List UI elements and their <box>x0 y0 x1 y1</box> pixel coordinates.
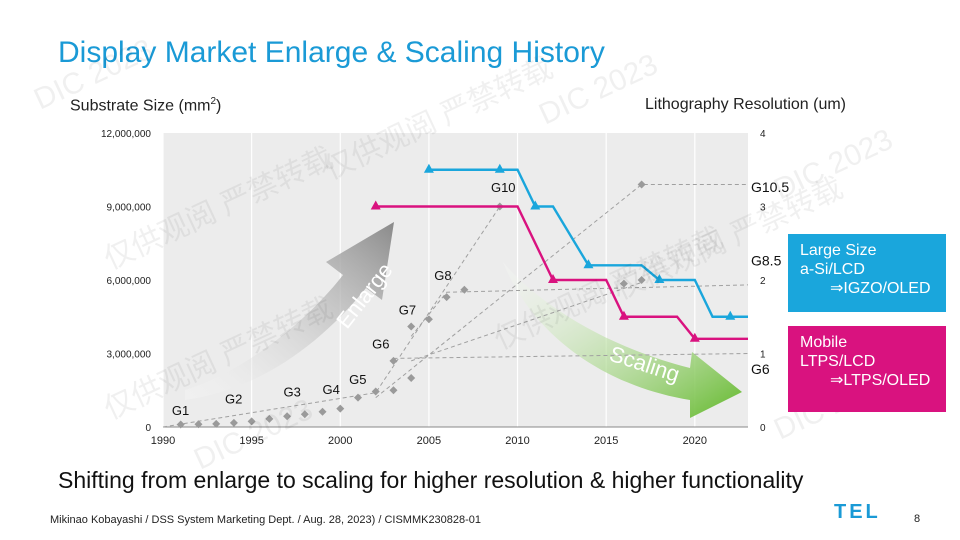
left-tick-label: 3,000,000 <box>107 350 152 361</box>
generation-label: G1 <box>172 403 189 418</box>
substrate-point <box>389 386 398 395</box>
right-generation-label: G8.5 <box>751 252 782 268</box>
resolution-point <box>618 310 629 320</box>
left-tick-label: 0 <box>145 423 151 434</box>
slide-title: Display Market Enlarge & Scaling History <box>58 36 605 69</box>
resolution-point <box>494 163 505 173</box>
substrate-point <box>354 393 362 402</box>
generation-label: G10 <box>491 180 516 195</box>
resolution-point <box>689 332 700 342</box>
generation-label: G5 <box>349 372 366 387</box>
generation-label: G7 <box>399 302 416 317</box>
watermark-text: DIC 2023 <box>29 33 158 116</box>
resolution-point <box>725 310 736 320</box>
left-tick-label: 12,000,000 <box>101 129 151 140</box>
x-tick-label: 2020 <box>683 435 707 447</box>
substrate-point <box>442 293 451 302</box>
legend-large-line2: a-Si/LCD <box>800 261 865 278</box>
resolution-point <box>423 163 434 173</box>
series-line-large-size <box>428 168 748 318</box>
right-axis-label: Lithography Resolution (um) <box>645 96 846 113</box>
x-tick-label: 2005 <box>417 435 441 447</box>
legend-large-line3: ⇒IGZO/OLED <box>830 280 931 297</box>
substrate-point <box>194 420 203 429</box>
left-axis-label: Substrate Size (mm2) <box>70 96 222 115</box>
dashed-trend-line <box>162 206 501 428</box>
enlarge-arrow <box>185 222 394 400</box>
substrate-point <box>283 412 292 421</box>
x-tick-label: 1990 <box>151 435 175 447</box>
x-tick-label: 2000 <box>328 435 352 447</box>
left-tick-label: 6,000,000 <box>107 276 152 287</box>
chart-labels: G1 G2 G3 G4 G5 G6 G7 G8 G10 G10.5 G8.5 G6 <box>172 179 789 418</box>
dashed-trend-line <box>410 284 749 337</box>
substrate-point <box>424 315 433 324</box>
footer-text: Mikinao Kobayashi / DSS System Marketing… <box>50 514 482 526</box>
substrate-point <box>336 404 345 413</box>
x-tick-label: 2015 <box>594 435 618 447</box>
substrate-point <box>637 180 646 189</box>
slide-subtitle: Shifting from enlarge to scaling for hig… <box>58 467 804 493</box>
substrate-point <box>407 322 416 331</box>
scaling-arrow <box>503 262 742 418</box>
dashed-trend-line <box>393 353 749 359</box>
resolution-point <box>370 200 381 210</box>
substrate-point <box>300 410 309 419</box>
resolution-point <box>583 259 594 269</box>
generation-label: G6 <box>372 337 389 352</box>
resolution-point <box>548 274 558 283</box>
substrate-point <box>389 356 398 365</box>
dashed-trend-line <box>375 183 748 398</box>
grid: 1990 1995 2000 2005 2010 2015 2020 0 3,000,000 6,… <box>101 129 766 447</box>
substrate-point <box>407 374 416 382</box>
right-tick-label: 2 <box>760 276 766 287</box>
legend-mobile-line1: Mobile <box>800 334 848 351</box>
substrate-point <box>176 420 185 429</box>
substrate-point <box>460 285 469 294</box>
substrate-point <box>212 419 221 428</box>
x-tick-label: 2010 <box>505 435 529 447</box>
substrate-point <box>318 407 327 416</box>
watermark-text: DIC 2023 <box>534 48 663 131</box>
series-line-mobile <box>375 205 748 340</box>
right-tick-label: 4 <box>760 129 766 140</box>
substrate-point <box>247 417 256 426</box>
dashed-trend-line <box>411 281 642 362</box>
left-tick-label: 9,000,000 <box>107 203 152 214</box>
generation-label: G8 <box>434 268 451 283</box>
substrate-point <box>265 414 274 423</box>
legend-mobile-line2: LTPS/LCD <box>800 353 876 370</box>
substrate-point <box>229 418 238 427</box>
resolution-point <box>530 200 541 210</box>
substrate-point <box>619 279 628 288</box>
right-generation-label: G6 <box>751 361 770 377</box>
generation-label: G4 <box>323 382 340 397</box>
right-tick-label: 3 <box>760 203 766 214</box>
right-tick-label: 1 <box>760 350 766 361</box>
page-number: 8 <box>914 513 921 525</box>
legend-mobile: Mobile LTPS/LCD ⇒LTPS/OLED <box>788 326 946 412</box>
legend-large-size: Large Size a-Si/LCD ⇒IGZO/OLED <box>788 234 946 312</box>
dashed-trend-lines <box>162 183 749 428</box>
resolution-point <box>654 274 665 283</box>
right-generation-label: G10.5 <box>751 179 789 195</box>
legend-mobile-line3: ⇒LTPS/OLED <box>830 372 931 389</box>
x-tick-label: 1995 <box>239 435 263 447</box>
tel-logo: TEL <box>834 501 881 523</box>
generation-label: G3 <box>284 384 301 399</box>
series-layer <box>176 163 748 429</box>
substrate-point <box>371 387 380 396</box>
legend-large-line1: Large Size <box>800 242 877 259</box>
generation-label: G2 <box>225 392 242 407</box>
right-tick-label: 0 <box>760 423 766 434</box>
substrate-point <box>637 276 646 284</box>
